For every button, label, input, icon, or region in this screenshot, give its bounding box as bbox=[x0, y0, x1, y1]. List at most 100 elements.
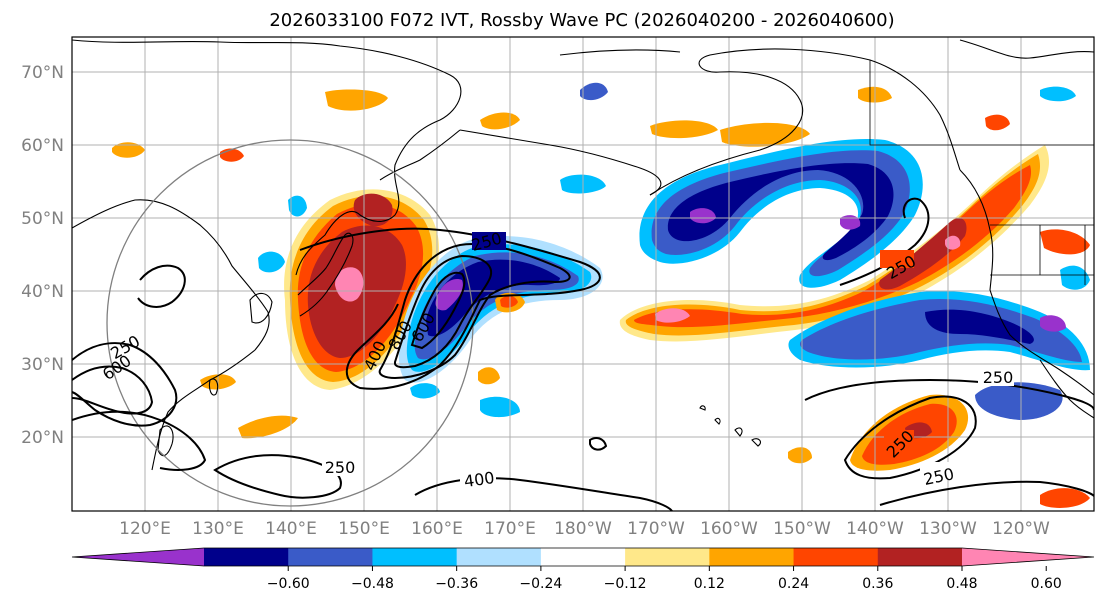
contour-label-bg bbox=[472, 232, 506, 250]
lon-label: 170°E bbox=[484, 519, 536, 539]
contour-label-bg bbox=[978, 368, 1014, 386]
longitude-labels: 120°E 130°E 140°E 150°E 160°E 170°E 180°… bbox=[119, 519, 1050, 539]
contour-line bbox=[213, 454, 342, 499]
lon-label: 160°E bbox=[411, 519, 463, 539]
contour-label: 250 bbox=[325, 458, 356, 477]
negative-anomaly-gulf-of-alaska bbox=[690, 208, 716, 224]
colorbar-tick-label: −0.12 bbox=[604, 576, 647, 592]
lon-label: 130°E bbox=[192, 519, 244, 539]
contour-line bbox=[393, 254, 493, 369]
positive-anomaly-small bbox=[325, 89, 388, 111]
colorbar-ticks: −0.60 −0.48 −0.36 −0.24 −0.12 0.12 0.24 0.36 0.4… bbox=[267, 566, 1062, 592]
colorbar-tick-label: −0.60 bbox=[267, 576, 310, 592]
map-border bbox=[71, 36, 1095, 512]
lat-label: 50°N bbox=[21, 209, 64, 229]
positive-anomaly-small bbox=[1040, 488, 1090, 508]
colorbar-segment bbox=[288, 548, 373, 566]
contour-label-bg bbox=[322, 458, 356, 476]
positive-anomaly-small bbox=[238, 415, 298, 439]
lon-label: 120°W bbox=[992, 519, 1050, 539]
contour-label-bg bbox=[920, 462, 954, 480]
contour-line bbox=[410, 271, 466, 350]
lon-label: 170°W bbox=[627, 519, 685, 539]
colorbar-segment bbox=[372, 548, 458, 566]
colorbar bbox=[71, 547, 1095, 567]
contour-line bbox=[137, 264, 186, 308]
contour-line bbox=[72, 410, 207, 471]
positive-anomaly-subtropical-band bbox=[945, 235, 961, 250]
lon-label: 140°W bbox=[846, 519, 904, 539]
contour-label-bg bbox=[460, 470, 496, 488]
lon-label: 150°E bbox=[338, 519, 390, 539]
positive-anomaly-subtropical-band bbox=[655, 308, 690, 323]
negative-anomaly-small bbox=[580, 82, 608, 101]
contour-label-bg bbox=[884, 430, 914, 448]
coastline-taiwan bbox=[208, 378, 219, 396]
positive-anomaly-small bbox=[1040, 229, 1090, 255]
contour-line bbox=[378, 243, 571, 380]
positive-anomaly-west-pacific bbox=[335, 267, 364, 302]
map-title: 2026033100 F072 IVT, Rossby Wave PC (202… bbox=[269, 10, 894, 31]
negative-anomaly-small bbox=[410, 383, 440, 399]
colorbar-segment bbox=[540, 548, 626, 566]
colorbar-tick-label: 0.60 bbox=[1031, 576, 1062, 592]
lat-label: 30°N bbox=[21, 355, 64, 375]
coastline-asia bbox=[72, 199, 270, 471]
negative-anomaly-small bbox=[288, 195, 307, 217]
lon-label: 160°W bbox=[700, 519, 758, 539]
negative-anomaly-small bbox=[1040, 86, 1076, 102]
colorbar-outline bbox=[71, 547, 1095, 567]
negative-anomaly-east-pacific bbox=[925, 309, 1034, 344]
coastline-mexico bbox=[1039, 359, 1094, 419]
lon-label: 140°E bbox=[265, 519, 317, 539]
lon-label: 130°W bbox=[919, 519, 977, 539]
colorbar-tick-label: −0.36 bbox=[435, 576, 478, 592]
negative-anomaly-gulf-of-alaska bbox=[840, 215, 861, 230]
negative-anomaly-east-pacific bbox=[1060, 265, 1090, 290]
positive-anomaly-small bbox=[500, 295, 518, 308]
coastline-alaska bbox=[649, 48, 961, 196]
colorbar-segment bbox=[877, 548, 963, 566]
coastline-north-america bbox=[959, 169, 1094, 396]
contour-line bbox=[879, 480, 1094, 506]
colorbar-tick-label: −0.48 bbox=[351, 576, 394, 592]
contour-line bbox=[299, 227, 601, 390]
negative-anomaly-north-pacific bbox=[426, 259, 560, 337]
border-line bbox=[869, 60, 1094, 146]
negative-anomaly-north-pacific bbox=[435, 279, 463, 311]
positive-anomaly-small bbox=[478, 367, 500, 385]
contour-line bbox=[804, 378, 1094, 411]
colorbar-extend-max bbox=[962, 548, 1094, 566]
coastline-asia bbox=[72, 39, 462, 276]
colorbar-tick-label: 0.48 bbox=[946, 576, 977, 592]
coastline-aleutians bbox=[459, 129, 662, 196]
lon-label: 120°E bbox=[119, 519, 171, 539]
contour-line bbox=[414, 477, 673, 511]
coastline-north-america bbox=[959, 39, 1094, 59]
lon-label: 180°W bbox=[554, 519, 612, 539]
contour-line bbox=[72, 365, 154, 415]
contour-line bbox=[839, 197, 930, 286]
colorbar-tick-label: 0.24 bbox=[778, 576, 809, 592]
colorbar-tick-label: −0.24 bbox=[519, 576, 562, 592]
positive-anomaly-small bbox=[112, 142, 145, 158]
positive-anomaly-small bbox=[788, 447, 812, 464]
coastline-philippines bbox=[157, 425, 174, 457]
positive-anomaly-small bbox=[985, 114, 1010, 131]
colorbar-segment bbox=[793, 548, 879, 566]
coastlines bbox=[72, 39, 1094, 471]
contour-label-bg bbox=[880, 250, 914, 268]
latitude-labels: 70°N 60°N 50°N 40°N 30°N 20°N bbox=[21, 63, 64, 448]
ivt-contours bbox=[72, 197, 1094, 511]
colorbar-segment bbox=[625, 548, 710, 566]
lat-label: 60°N bbox=[21, 136, 64, 156]
negative-anomaly-east-pacific bbox=[1040, 315, 1066, 332]
negative-anomaly-gulf-of-alaska bbox=[667, 163, 894, 261]
lon-label: 150°W bbox=[773, 519, 831, 539]
contour-line bbox=[589, 437, 608, 451]
contour-label: 250 bbox=[983, 368, 1014, 387]
positive-anomaly-subtropical-band bbox=[879, 217, 967, 290]
political-borders bbox=[869, 60, 1094, 285]
negative-anomaly-small bbox=[258, 251, 285, 273]
